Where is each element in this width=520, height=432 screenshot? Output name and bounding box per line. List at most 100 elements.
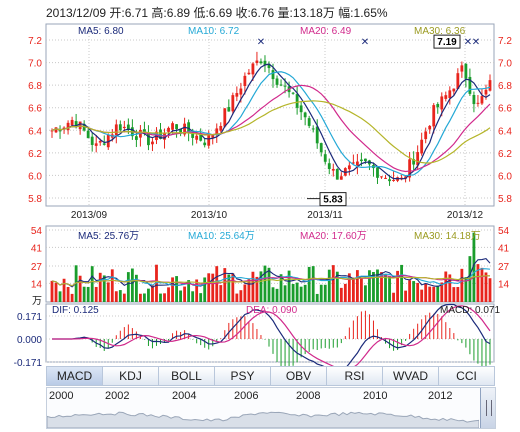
volume-bar bbox=[392, 292, 395, 302]
year-label: 2012 bbox=[428, 390, 453, 402]
macd-dea-label: DEA: 0.090 bbox=[246, 305, 298, 316]
candle-body bbox=[319, 143, 323, 153]
volume-bar bbox=[130, 268, 134, 302]
volume-y-tick-right: 54 bbox=[498, 226, 510, 237]
candle-body bbox=[122, 126, 126, 129]
volume-bar bbox=[271, 287, 275, 302]
volume-y-tick-right: 27 bbox=[498, 262, 510, 273]
candle-body bbox=[255, 60, 259, 64]
candle-body bbox=[239, 88, 243, 95]
volume-bar bbox=[428, 286, 432, 302]
volume-bar bbox=[303, 284, 307, 302]
volume-bar bbox=[404, 290, 408, 302]
volume-bar bbox=[388, 276, 391, 302]
candle-body bbox=[58, 130, 62, 132]
volume-bar bbox=[171, 277, 174, 302]
tab-rsi[interactable]: RSI bbox=[326, 366, 383, 386]
candle-body bbox=[223, 108, 227, 127]
volume-bar bbox=[384, 273, 387, 302]
volume-bar bbox=[118, 290, 122, 302]
date-x-tick: 2013/12 bbox=[447, 210, 484, 221]
volume-bar bbox=[319, 284, 323, 302]
candle-body bbox=[54, 127, 58, 133]
candle-body bbox=[380, 176, 383, 178]
candle-body bbox=[355, 161, 359, 166]
volume-bar bbox=[106, 282, 110, 302]
low-price-marker: 5.83 bbox=[323, 195, 343, 206]
macd-y-tick: -0.171 bbox=[14, 358, 43, 369]
volume-bar bbox=[50, 280, 54, 302]
volume-bar bbox=[102, 275, 106, 302]
tab-obv[interactable]: OBV bbox=[270, 366, 327, 386]
price-y-tick-left: 6.2 bbox=[28, 149, 42, 160]
candle-body bbox=[251, 63, 255, 75]
candle-body bbox=[339, 176, 343, 180]
candle-body bbox=[311, 128, 315, 130]
tab-macd[interactable]: MACD bbox=[46, 366, 103, 386]
volume-bar bbox=[424, 283, 428, 302]
tab-cci[interactable]: CCI bbox=[438, 366, 495, 386]
tab-psy[interactable]: PSY bbox=[214, 366, 271, 386]
volume-ma30-label: MA30: 14.18万 bbox=[414, 231, 481, 242]
price-y-tick-left: 6.4 bbox=[28, 126, 42, 137]
candle-body bbox=[259, 61, 263, 64]
candle-body bbox=[114, 124, 118, 136]
volume-bar bbox=[376, 269, 379, 302]
volume-bar bbox=[134, 274, 138, 302]
volume-y-tick-left: 41 bbox=[31, 243, 43, 254]
candle-body bbox=[279, 84, 283, 86]
candle-body bbox=[171, 123, 174, 130]
volume-bar bbox=[279, 274, 283, 302]
volume-bar bbox=[360, 277, 363, 302]
volume-bar bbox=[472, 232, 476, 302]
price-ma5-label: MA5: 6.80 bbox=[78, 26, 124, 37]
volume-bar bbox=[351, 277, 355, 302]
high-price-marker: 7.19 bbox=[437, 37, 457, 48]
volume-bar bbox=[355, 270, 359, 302]
candle-body bbox=[360, 159, 363, 161]
candle-body bbox=[66, 122, 70, 131]
volume-bar bbox=[90, 266, 94, 302]
volume-bar bbox=[155, 264, 158, 302]
candle-body bbox=[315, 126, 319, 144]
volume-bar bbox=[191, 291, 195, 302]
volume-unit-label: 万 bbox=[32, 296, 42, 307]
candle-body bbox=[452, 88, 456, 92]
candle-body bbox=[86, 130, 90, 139]
date-x-tick: 2013/09 bbox=[71, 210, 108, 221]
range-drag-handle[interactable] bbox=[480, 388, 495, 428]
tab-wvad[interactable]: WVAD bbox=[382, 366, 439, 386]
price-y-tick-right: 5.8 bbox=[498, 194, 512, 205]
event-marker-icon: ✕ bbox=[361, 37, 369, 48]
tab-kdj[interactable]: KDJ bbox=[102, 366, 159, 386]
candle-body bbox=[347, 165, 351, 170]
candle-body bbox=[211, 134, 215, 138]
price-y-tick-left: 6.0 bbox=[28, 171, 42, 182]
candle-body bbox=[50, 130, 54, 132]
candle-body bbox=[335, 169, 339, 180]
volume-bar bbox=[243, 284, 247, 302]
volume-bar bbox=[62, 278, 66, 302]
volume-bar bbox=[432, 286, 436, 302]
volume-bar bbox=[307, 266, 311, 302]
quote-summary: 2013/12/09 开:6.71 高:6.89 低:6.69 收:6.76 量… bbox=[46, 6, 388, 20]
candle-body bbox=[295, 94, 299, 108]
candle-body bbox=[159, 129, 162, 139]
volume-bar bbox=[315, 293, 319, 302]
volume-ma5-label: MA5: 25.76万 bbox=[78, 231, 140, 242]
volume-ma5-line bbox=[51, 258, 491, 288]
tab-boll[interactable]: BOLL bbox=[158, 366, 215, 386]
year-label: 2004 bbox=[172, 390, 197, 402]
timeline-navigator[interactable]: 2000 2002 2004 2006 2008 2010 2012 bbox=[46, 387, 496, 429]
price-y-tick-left: 6.8 bbox=[28, 81, 42, 92]
volume-bar bbox=[372, 271, 375, 302]
candle-body bbox=[74, 121, 78, 128]
candle-body bbox=[219, 125, 223, 131]
volume-ma10-label: MA10: 25.64万 bbox=[188, 231, 255, 242]
candle-body bbox=[215, 128, 219, 135]
candle-body bbox=[428, 125, 432, 130]
volume-bar bbox=[263, 265, 267, 302]
candle-body bbox=[299, 105, 303, 113]
candle-body bbox=[364, 158, 367, 162]
